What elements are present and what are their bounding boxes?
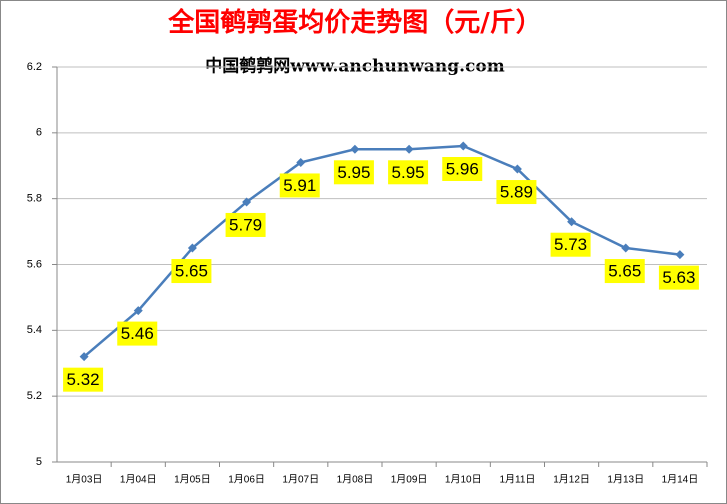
data-label: 5.65	[608, 262, 641, 281]
data-label: 5.32	[67, 370, 100, 389]
x-tick-label: 1月06日	[228, 474, 265, 486]
data-label-bg	[171, 259, 212, 284]
data-point	[296, 157, 306, 167]
data-label: 5.46	[121, 324, 154, 343]
x-tick-label: 1月10日	[445, 474, 482, 486]
data-point	[133, 306, 143, 316]
x-tick-label: 1月14日	[662, 474, 699, 486]
data-label: 5.65	[175, 262, 208, 281]
x-tick-label: 1月12日	[553, 474, 590, 486]
chart-subtitle: 中国鹌鹑网www.anchunwang.com	[205, 56, 504, 77]
data-label-bg	[333, 160, 374, 185]
data-label-bg	[550, 232, 591, 257]
data-point	[675, 250, 685, 260]
data-label: 5.89	[500, 183, 533, 202]
data-label-bg	[604, 259, 645, 284]
data-point	[79, 352, 89, 362]
data-point	[187, 243, 197, 253]
x-tick-label: 1月13日	[607, 474, 644, 486]
data-point	[350, 144, 360, 154]
data-label-bg	[279, 173, 320, 198]
data-point	[242, 197, 252, 207]
x-tick-label: 1月07日	[282, 474, 319, 486]
data-point	[512, 164, 522, 174]
x-tick-label: 1月03日	[66, 474, 103, 486]
x-tick-label: 1月09日	[391, 474, 428, 486]
y-tick-label: 5	[36, 456, 42, 468]
data-label: 5.96	[446, 159, 479, 178]
data-label-bg	[225, 212, 266, 237]
y-tick-label: 6	[36, 127, 42, 139]
y-tick-label: 5.4	[27, 324, 42, 336]
data-label-bg	[117, 321, 158, 346]
y-tick-label: 6.2	[27, 61, 42, 73]
data-label-bg	[496, 180, 537, 205]
data-point	[404, 144, 414, 154]
data-label-bg	[658, 265, 699, 290]
data-label: 5.91	[283, 176, 316, 195]
data-label: 5.95	[337, 163, 370, 182]
chart-title: 全国鹌鹑蛋均价走势图（元/斤）	[167, 7, 542, 38]
x-tick-label: 1月11日	[499, 474, 535, 486]
data-label: 5.63	[662, 268, 695, 287]
data-label: 5.73	[554, 235, 587, 254]
x-tick-label: 1月05日	[174, 474, 211, 486]
y-tick-label: 5.2	[27, 390, 42, 402]
data-point	[458, 141, 468, 151]
data-label: 5.79	[229, 215, 262, 234]
y-tick-label: 5.8	[27, 193, 42, 205]
data-label-bg	[442, 157, 483, 181]
data-line	[83, 144, 681, 358]
y-tick-label: 5.6	[27, 258, 42, 270]
data-point	[567, 217, 577, 227]
data-point	[621, 243, 631, 253]
x-tick-label: 1月04日	[120, 474, 157, 486]
data-label: 5.95	[392, 163, 425, 182]
data-label-bg	[388, 160, 429, 185]
x-tick-label: 1月08日	[337, 474, 374, 486]
data-label-bg	[63, 367, 104, 392]
